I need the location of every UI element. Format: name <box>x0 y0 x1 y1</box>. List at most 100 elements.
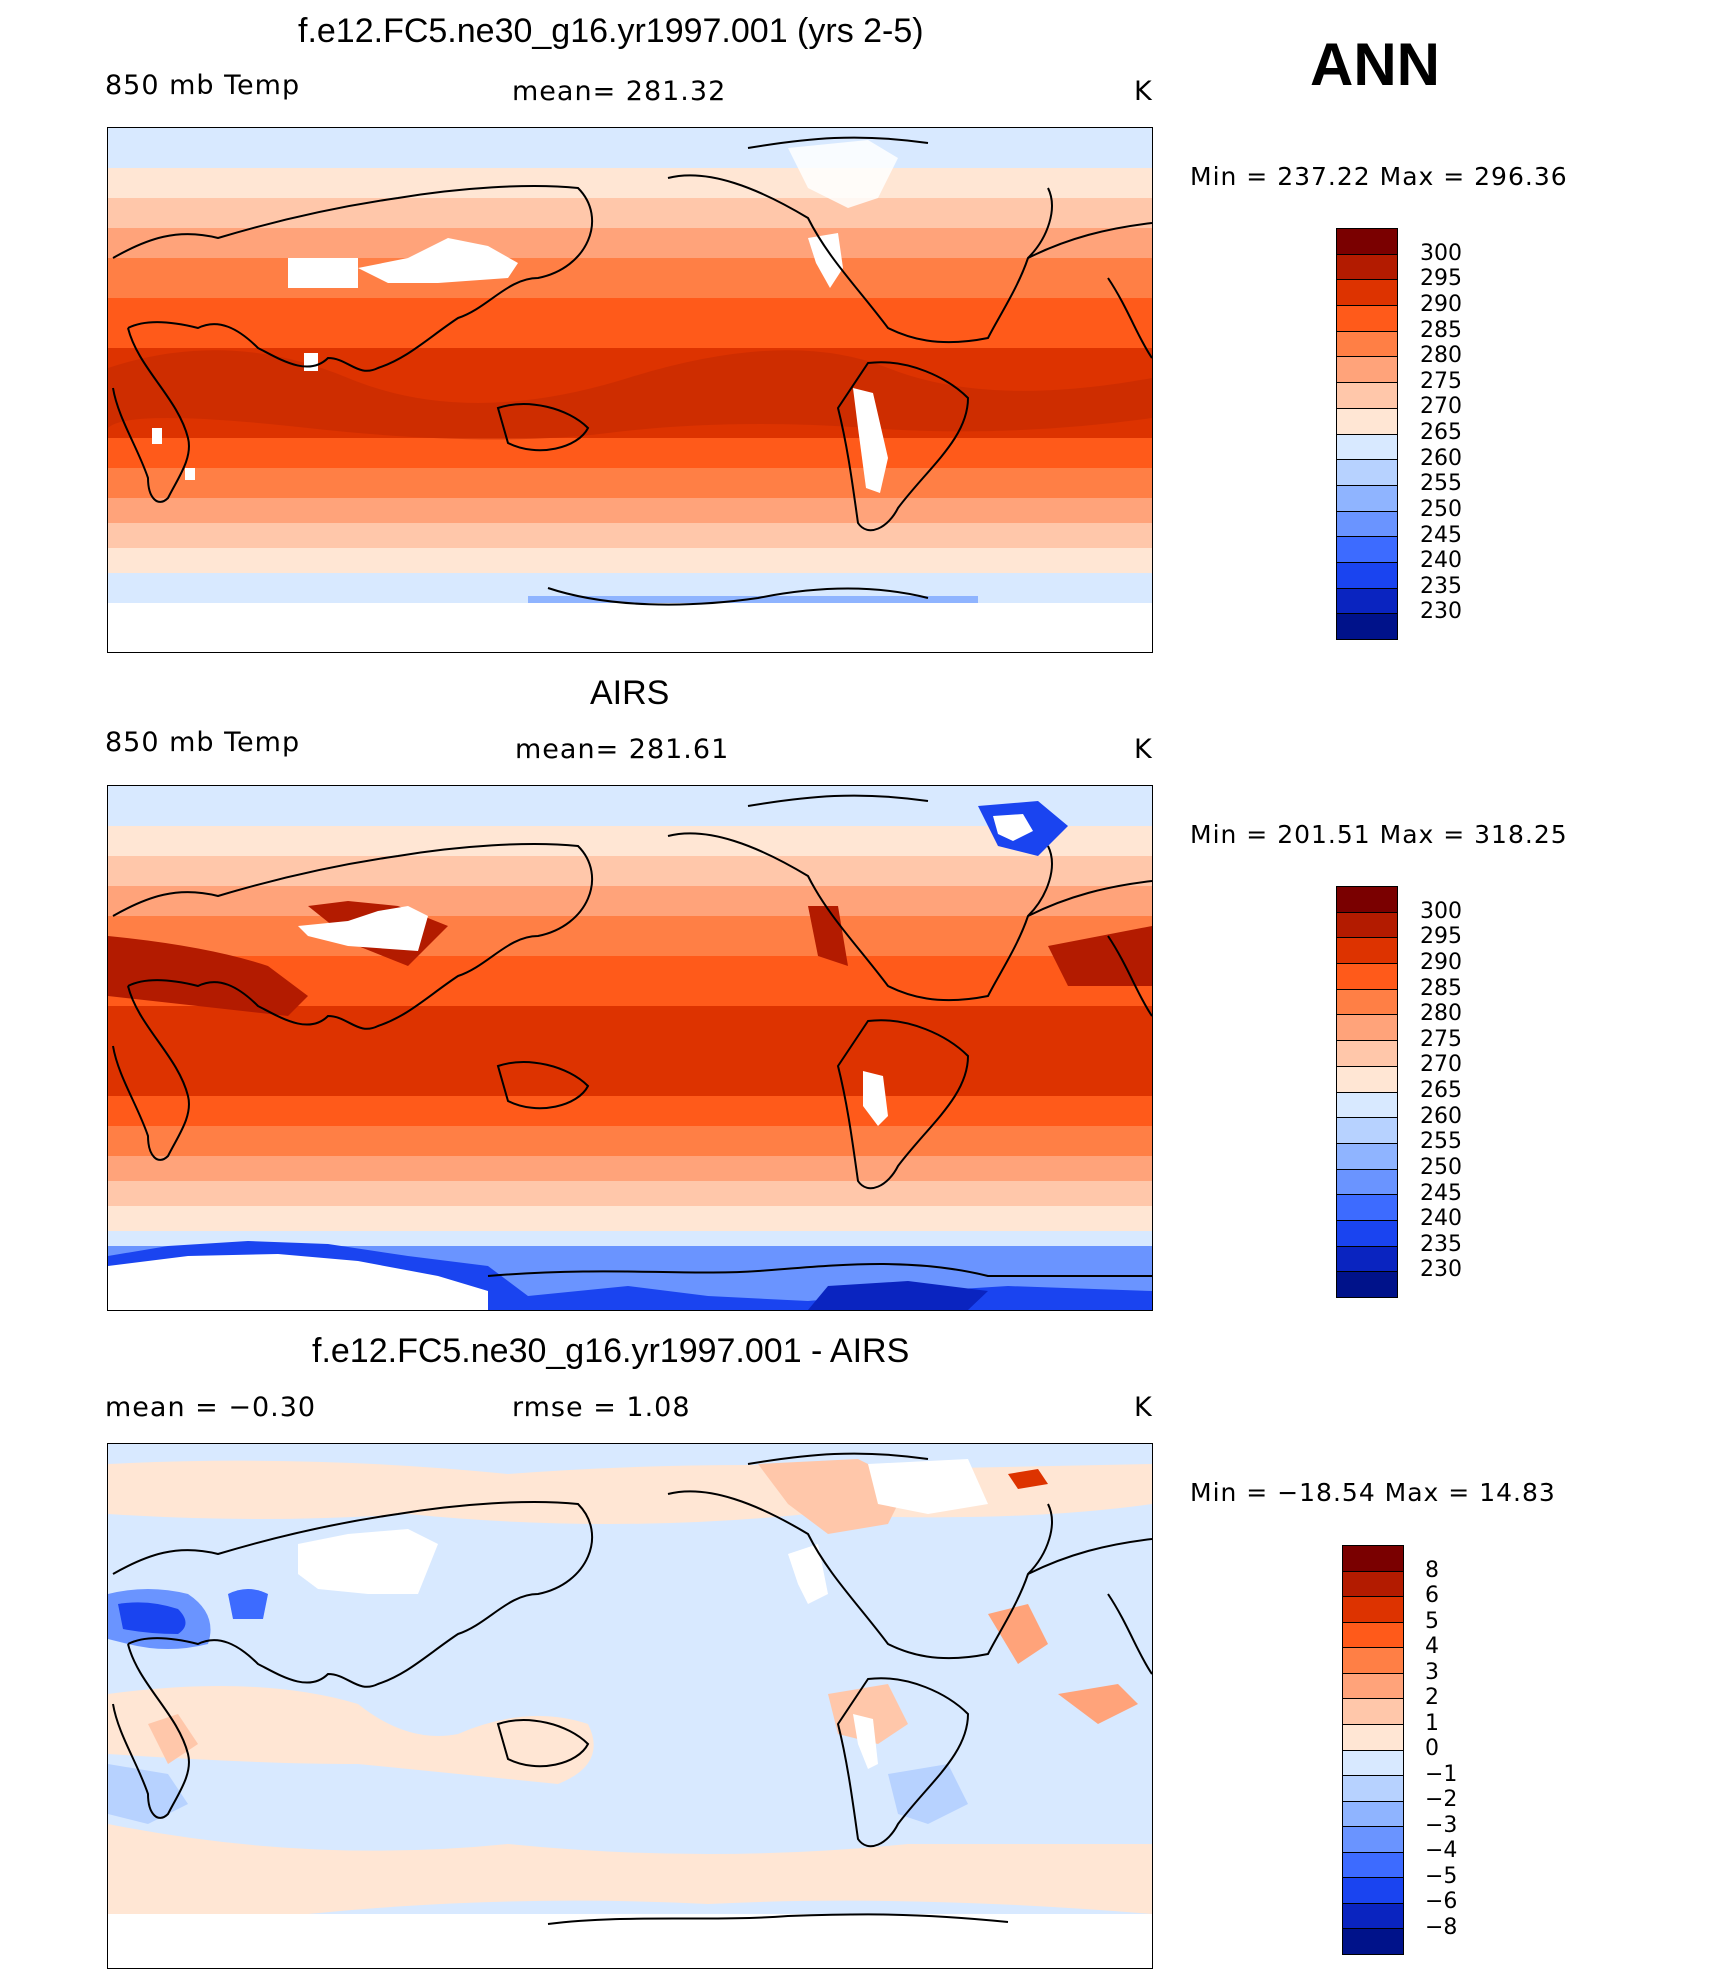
colorbar-swatch <box>1337 989 1397 1016</box>
panel-1-map <box>107 127 1153 653</box>
panel-1-minmax-label: Min = 237.22 Max = 296.36 <box>1190 162 1568 191</box>
colorbar-swatch <box>1343 1878 1403 1904</box>
colorbar-swatch <box>1343 1750 1403 1777</box>
colorbar-tick-label: 270 <box>1420 394 1462 420</box>
colorbar-tick-label: 255 <box>1420 471 1462 497</box>
panel-2-map <box>107 785 1153 1311</box>
colorbar-tick-label: 285 <box>1420 317 1462 343</box>
colorbar-tick-label: −2 <box>1425 1787 1458 1812</box>
colorbar-swatch <box>1343 1903 1403 1930</box>
colorbar-tick-label: 260 <box>1420 445 1462 471</box>
colorbar-tick-label: 290 <box>1420 291 1462 317</box>
colorbar-tick-label: 295 <box>1420 266 1462 292</box>
colorbar-swatch <box>1337 964 1397 990</box>
colorbar-tick-label: 250 <box>1420 496 1462 522</box>
colorbar-swatch <box>1337 1169 1397 1196</box>
colorbar-swatch <box>1343 1673 1403 1700</box>
panel-2-colorbar <box>1336 886 1398 1298</box>
panel-3-mean-label: mean = −0.30 <box>105 1392 317 1423</box>
colorbar-swatch <box>1337 331 1397 358</box>
colorbar-swatch <box>1343 1929 1403 1954</box>
colorbar-swatch <box>1337 1220 1397 1247</box>
colorbar-tick-label: 250 <box>1420 1154 1462 1180</box>
colorbar-swatch <box>1337 511 1397 538</box>
colorbar-swatch <box>1337 1143 1397 1170</box>
colorbar-swatch <box>1337 1066 1397 1093</box>
colorbar-swatch <box>1337 562 1397 589</box>
colorbar-swatch <box>1337 1015 1397 1042</box>
colorbar-swatch <box>1337 614 1397 639</box>
colorbar-tick-label: 3 <box>1425 1659 1439 1685</box>
panel-2-variable-label: 850 mb Temp <box>105 727 301 758</box>
panel-2-colorbar-cells <box>1337 887 1397 1297</box>
colorbar-swatch <box>1337 383 1397 409</box>
panel-3-map-graphic <box>108 1444 1152 1968</box>
colorbar-tick-label: 0 <box>1425 1736 1439 1761</box>
colorbar-tick-label: 240 <box>1420 548 1462 574</box>
panel-1-colorbar <box>1336 228 1398 640</box>
colorbar-swatch <box>1343 1622 1403 1649</box>
panel-2-minmax-label: Min = 201.51 Max = 318.25 <box>1190 820 1568 849</box>
colorbar-tick-label: 1 <box>1425 1710 1439 1736</box>
colorbar-tick-label: 265 <box>1420 420 1462 445</box>
colorbar-swatch <box>1337 408 1397 435</box>
colorbar-swatch <box>1337 1041 1397 1067</box>
colorbar-tick-label: −5 <box>1425 1863 1458 1889</box>
colorbar-swatch <box>1337 229 1397 255</box>
colorbar-tick-label: 275 <box>1420 1026 1462 1052</box>
colorbar-tick-label: 290 <box>1420 949 1462 975</box>
colorbar-tick-label: −6 <box>1425 1889 1458 1914</box>
colorbar-swatch <box>1343 1597 1403 1623</box>
colorbar-tick-label: 255 <box>1420 1129 1462 1155</box>
panel-3-colorbar-cells <box>1343 1546 1403 1954</box>
panel-3-minmax-label: Min = −18.54 Max = 14.83 <box>1190 1478 1556 1507</box>
colorbar-swatch <box>1337 254 1397 281</box>
colorbar-tick-label: 280 <box>1420 343 1462 369</box>
colorbar-tick-label: 300 <box>1420 898 1462 924</box>
colorbar-tick-label: 235 <box>1420 573 1462 599</box>
colorbar-tick-label: 295 <box>1420 924 1462 950</box>
panel-1-map-graphic <box>108 128 1152 652</box>
panel-2-mean-label: mean= 281.61 <box>515 734 730 765</box>
colorbar-tick-label: 4 <box>1425 1634 1439 1659</box>
colorbar-tick-label: 230 <box>1420 1257 1462 1283</box>
colorbar-tick-label: −3 <box>1425 1812 1458 1838</box>
colorbar-tick-label: 260 <box>1420 1103 1462 1129</box>
panel-1-mean-label: mean= 281.32 <box>512 76 727 107</box>
colorbar-swatch <box>1343 1801 1403 1828</box>
colorbar-swatch <box>1343 1571 1403 1598</box>
panel-3-units-label: K <box>1134 1392 1153 1423</box>
panel-2-map-graphic <box>108 786 1152 1310</box>
colorbar-swatch <box>1337 1272 1397 1297</box>
colorbar-swatch <box>1337 357 1397 384</box>
colorbar-tick-label: −8 <box>1425 1914 1458 1940</box>
colorbar-swatch <box>1343 1648 1403 1674</box>
panel-1-units-label: K <box>1134 76 1153 107</box>
panel-2-units-label: K <box>1134 734 1153 765</box>
colorbar-tick-label: 280 <box>1420 1001 1462 1027</box>
colorbar-tick-label: 8 <box>1425 1557 1439 1583</box>
colorbar-swatch <box>1337 434 1397 461</box>
panel-3-title: f.e12.FC5.ne30_g16.yr1997.001 - AIRS <box>312 1332 910 1370</box>
colorbar-swatch <box>1337 537 1397 563</box>
colorbar-tick-label: 6 <box>1425 1583 1439 1608</box>
panel-3-map <box>107 1443 1153 1969</box>
colorbar-swatch <box>1343 1852 1403 1879</box>
colorbar-swatch <box>1343 1827 1403 1853</box>
colorbar-swatch <box>1337 280 1397 307</box>
colorbar-swatch <box>1337 1246 1397 1273</box>
colorbar-tick-label: 2 <box>1425 1685 1439 1710</box>
panel-3-colorbar <box>1342 1545 1404 1955</box>
colorbar-swatch <box>1337 912 1397 939</box>
colorbar-swatch <box>1343 1776 1403 1802</box>
colorbar-swatch <box>1337 1092 1397 1119</box>
panel-2-title: AIRS <box>590 674 670 712</box>
colorbar-tick-label: 285 <box>1420 975 1462 1001</box>
colorbar-tick-label: 240 <box>1420 1206 1462 1232</box>
colorbar-tick-label: 270 <box>1420 1052 1462 1078</box>
colorbar-tick-label: 5 <box>1425 1608 1439 1634</box>
colorbar-swatch <box>1337 887 1397 913</box>
panel-1-colorbar-cells <box>1337 229 1397 639</box>
colorbar-tick-label: 245 <box>1420 1180 1462 1206</box>
colorbar-tick-label: 235 <box>1420 1231 1462 1257</box>
